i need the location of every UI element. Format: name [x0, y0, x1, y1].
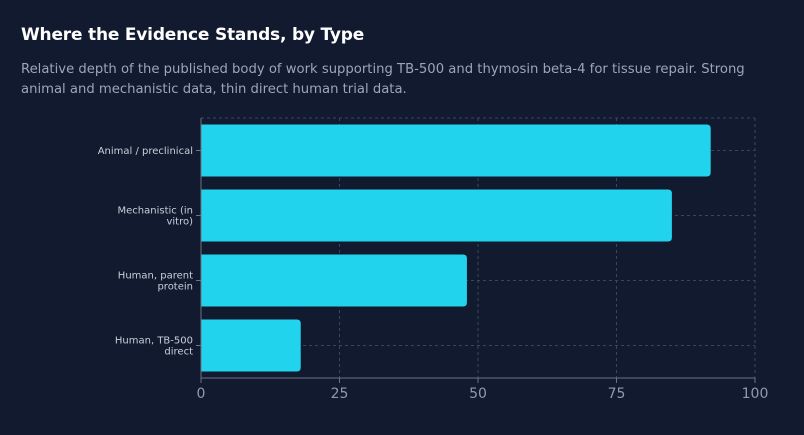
chart-title: Where the Evidence Stands, by Type — [21, 25, 365, 45]
bar — [201, 124, 711, 177]
x-tick-label: 75 — [608, 386, 626, 402]
category-label: Animal / preclinical — [98, 146, 193, 157]
x-tick-label: 100 — [742, 386, 769, 402]
category-label: Human, parent protein — [118, 271, 193, 293]
x-tick-label: 0 — [197, 386, 206, 402]
x-tick-label: 25 — [331, 386, 349, 402]
x-tick-label: 50 — [469, 386, 487, 402]
bar — [201, 254, 467, 307]
bar — [201, 319, 301, 372]
bar — [201, 189, 672, 242]
category-label: Human, TB-500 direct — [115, 336, 193, 358]
chart-subtitle: Relative depth of the published body of … — [21, 62, 745, 97]
category-label: Mechanistic (in vitro) — [118, 206, 194, 228]
